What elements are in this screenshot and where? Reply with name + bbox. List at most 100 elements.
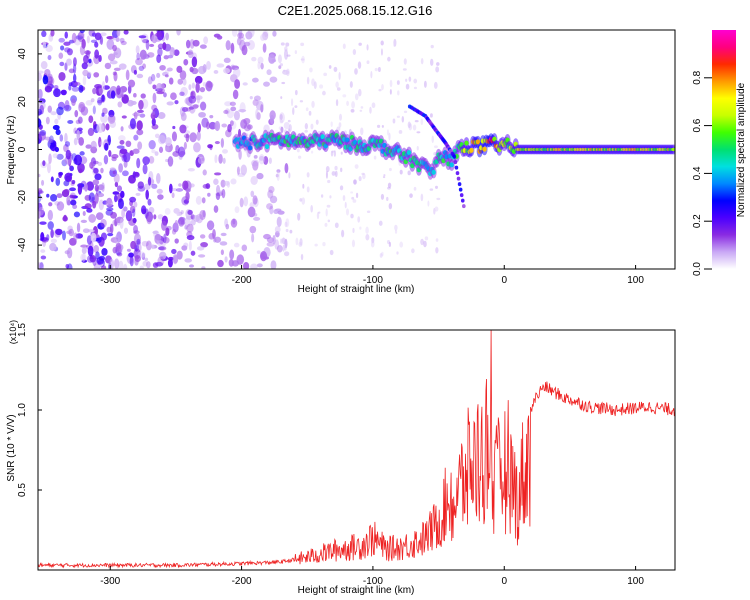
- heatmap-cell: [38, 108, 43, 116]
- heatmap-cell: [116, 85, 121, 96]
- snr-frame: [37, 329, 676, 571]
- heatmap-cell: [154, 151, 159, 156]
- heatmap-cell: [200, 241, 209, 248]
- heatmap-cell: [366, 60, 370, 65]
- heatmap-cell: [110, 90, 116, 99]
- heatmap-cell: [202, 169, 207, 176]
- heatmap-cell: [449, 162, 454, 168]
- heatmap-cell: [118, 149, 127, 158]
- heatmap-cell: [157, 194, 164, 200]
- heatmap-cell: [376, 124, 381, 129]
- heatmap-cell: [147, 176, 152, 186]
- heatmap-cell: [105, 75, 109, 84]
- heatmap-cell: [240, 164, 247, 176]
- heatmap-cell: [88, 192, 96, 203]
- heatmap-cell: [122, 170, 129, 177]
- heatmap-cell: [330, 121, 333, 127]
- heatmap-cell: [133, 93, 137, 98]
- heatmap-cell: [342, 94, 347, 98]
- heatmap-cell: [345, 208, 350, 216]
- heatmap-cell: [280, 238, 283, 244]
- heatmap-cell: [111, 36, 116, 41]
- heatmap-cell: [108, 109, 115, 118]
- heatmap-cell: [176, 65, 183, 73]
- heatmap-cell: [282, 244, 285, 252]
- heatmap-cell: [357, 61, 362, 69]
- heatmap-cell: [284, 251, 290, 257]
- heatmap-cell: [242, 82, 248, 86]
- heatmap-cell: [148, 155, 155, 164]
- heatmap-cell: [76, 222, 81, 233]
- heatmap-cell: [101, 94, 105, 102]
- heatmap-cell: [136, 52, 141, 61]
- heatmap-y-tick-label: 20: [17, 96, 28, 108]
- heatmap-cell: [39, 261, 44, 269]
- heatmap-cell: [399, 241, 404, 248]
- heatmap-cell: [170, 92, 177, 101]
- heatmap-cell: [145, 240, 152, 251]
- heatmap-cell: [145, 189, 149, 200]
- heatmap-cell: [277, 54, 282, 64]
- heatmap-cell: [222, 157, 226, 164]
- heatmap-cell: [246, 124, 253, 130]
- heatmap-cell: [99, 141, 104, 146]
- heatmap-cell: [268, 157, 272, 165]
- heatmap-cell: [71, 179, 76, 185]
- heatmap-cell: [263, 256, 270, 260]
- heatmap-cell: [112, 44, 117, 52]
- heatmap-cell: [142, 38, 149, 44]
- heatmap-cell: [105, 199, 114, 207]
- heatmap-cell: [339, 113, 343, 121]
- heatmap-cell: [299, 100, 304, 103]
- heatmap-cell: [60, 45, 65, 51]
- heatmap-cell: [169, 47, 175, 57]
- heatmap-cell: [370, 70, 373, 79]
- heatmap-cell: [353, 179, 357, 185]
- heatmap-cell: [123, 227, 129, 234]
- heatmap-cell: [155, 32, 163, 38]
- heatmap-cell: [327, 179, 331, 184]
- heatmap-cell: [196, 130, 201, 141]
- heatmap-cell: [223, 67, 231, 74]
- heatmap-cell: [358, 176, 362, 182]
- heatmap-cell: [66, 195, 71, 206]
- heatmap-cell: [253, 95, 261, 102]
- heatmap-cell: [42, 74, 49, 85]
- heatmap-cell: [366, 210, 371, 214]
- heatmap-cell: [459, 193, 464, 198]
- heatmap-cell: [329, 195, 332, 199]
- heatmap-cell: [136, 238, 141, 245]
- snr-y-ticks: 0.5 1.0 1.5: [17, 323, 42, 497]
- heatmap-cell: [151, 244, 155, 250]
- heatmap-cell: [357, 216, 361, 223]
- figure-title: C2E1.2025.068.15.12.G16: [278, 3, 433, 18]
- heatmap-cell: [54, 118, 59, 125]
- heatmap-cell: [94, 32, 102, 41]
- heatmap-cell: [110, 211, 117, 219]
- heatmap-cell: [115, 37, 120, 42]
- heatmap-cell: [213, 205, 219, 213]
- heatmap-cell: [103, 154, 109, 165]
- heatmap-cell: [284, 246, 287, 251]
- heatmap-cell: [324, 222, 328, 227]
- heatmap-cell: [151, 149, 156, 154]
- heatmap-cell: [64, 172, 73, 182]
- heatmap-cell: [359, 226, 362, 230]
- heatmap-cell: [216, 35, 223, 40]
- heatmap-cell: [311, 150, 314, 154]
- snr-x-tick-label: 100: [627, 576, 644, 587]
- heatmap-cell: [405, 83, 410, 90]
- heatmap-cell: [40, 232, 45, 241]
- heatmap-cell: [277, 210, 285, 215]
- heatmap-cell: [202, 184, 209, 189]
- heatmap-cell: [129, 118, 137, 130]
- heatmap-cell: [409, 193, 413, 198]
- heatmap-cell: [396, 251, 399, 255]
- heatmap-cell: [158, 246, 167, 251]
- heatmap-cell: [219, 190, 223, 196]
- heatmap-cell: [40, 255, 47, 260]
- heatmap-cell: [187, 49, 194, 59]
- heatmap-cell: [121, 115, 127, 119]
- heatmap-cell: [292, 107, 295, 115]
